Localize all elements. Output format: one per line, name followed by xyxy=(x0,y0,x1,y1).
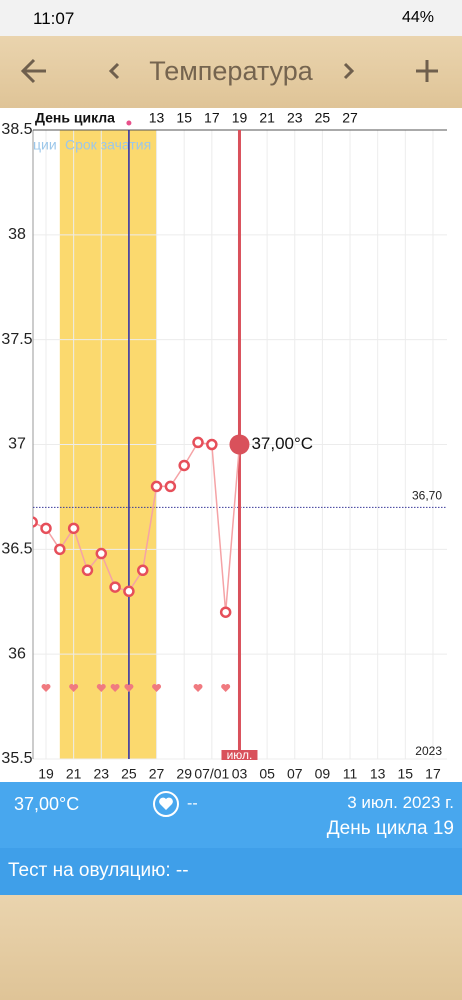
next-button[interactable] xyxy=(343,62,355,80)
x-tick-label: 11 xyxy=(343,766,358,782)
year-label: 2023 xyxy=(415,744,442,758)
test-panel[interactable]: Тест на овуляцию: -- xyxy=(0,848,462,895)
y-tick-label: 35.5 xyxy=(1,750,32,767)
x-tick-label: 25 xyxy=(121,766,137,782)
intercourse-heart xyxy=(110,684,120,692)
threshold-label: 36,70 xyxy=(412,489,442,503)
value-label: 37,00°C xyxy=(251,434,313,453)
y-tick-label: 37 xyxy=(8,436,26,453)
x-tick-label: 27 xyxy=(149,766,165,782)
point xyxy=(206,438,218,451)
title: Температура xyxy=(149,56,313,86)
y-tick-label: 37.5 xyxy=(1,331,32,348)
cycle-day-label: 15 xyxy=(176,110,192,126)
current-point xyxy=(229,434,250,455)
cycle-day-label: 17 xyxy=(204,110,220,126)
cycle-day-label: 13 xyxy=(149,110,165,126)
y-tick-label: 36.5 xyxy=(1,541,32,558)
cycle-day-label: 25 xyxy=(315,110,331,126)
x-tick-label: 23 xyxy=(93,766,109,782)
summary-panel: 37,00°C -- 3 июл. 2023 г. День цикла 19 xyxy=(0,782,462,848)
point xyxy=(33,516,38,528)
month-label: июл. xyxy=(227,748,253,762)
x-tick-label: 07/01 xyxy=(194,766,229,782)
intercourse-heart xyxy=(124,684,134,692)
x-tick-label: 15 xyxy=(398,766,414,782)
footer xyxy=(0,895,462,1000)
intercourse-heart xyxy=(41,684,51,692)
toolbar-icons xyxy=(20,58,438,84)
back-button[interactable] xyxy=(20,58,46,84)
legend-ovulation: ции xyxy=(33,137,57,153)
x-tick-label: 29 xyxy=(176,766,192,782)
toolbar: Температура xyxy=(0,36,462,108)
x-tick-label: 09 xyxy=(315,766,331,782)
cycle-day-label: 19 xyxy=(232,110,248,126)
top-axis-title: День цикла xyxy=(35,110,115,126)
x-tick-label: 17 xyxy=(425,766,441,782)
legend-fertile: Срок зачатия xyxy=(65,137,151,153)
time: 11:07 xyxy=(33,9,75,28)
y-tick-label: 38 xyxy=(8,226,26,243)
x-tick-label: 07 xyxy=(287,766,303,782)
cycle-day-label: 23 xyxy=(287,110,303,126)
ovulation-test: Тест на овуляцию: -- xyxy=(8,860,189,881)
intercourse-heart xyxy=(152,684,162,692)
x-tick-label: 03 xyxy=(232,766,248,782)
cycle-day: День цикла 19 xyxy=(326,818,454,839)
date: 3 июл. 2023 г. xyxy=(347,793,454,812)
point xyxy=(219,606,232,618)
cycle-day-label: 21 xyxy=(259,110,275,126)
intercourse-heart xyxy=(221,683,231,692)
point xyxy=(192,436,204,449)
y-tick-label: 38.5 xyxy=(1,121,32,138)
status-bar: 11:07 44% xyxy=(0,0,462,36)
point xyxy=(164,480,177,493)
x-tick-label: 05 xyxy=(259,766,275,782)
month-bg xyxy=(221,750,258,760)
intercourse-heart xyxy=(96,684,106,692)
heart-icon[interactable] xyxy=(151,789,181,819)
battery: 44% xyxy=(401,9,434,26)
point xyxy=(150,480,163,493)
point xyxy=(81,564,94,577)
x-tick-label: 19 xyxy=(38,766,54,782)
x-tick-label: 21 xyxy=(66,766,82,782)
y-tick-label: 36 xyxy=(8,645,26,662)
intercourse-value: -- xyxy=(187,795,198,812)
point xyxy=(54,543,66,556)
point xyxy=(40,522,52,535)
cycle-day-label: 27 xyxy=(342,110,358,126)
point xyxy=(109,581,121,593)
x-tick-label: 13 xyxy=(370,766,386,782)
ovulation-dot xyxy=(126,120,132,126)
point xyxy=(95,547,108,560)
intercourse-heart xyxy=(193,683,203,692)
point xyxy=(67,522,80,535)
point xyxy=(178,459,190,472)
temperature: 37,00°C xyxy=(14,794,80,814)
point xyxy=(123,585,135,598)
add-button[interactable] xyxy=(416,60,438,82)
prev-button[interactable] xyxy=(108,62,120,80)
point xyxy=(136,564,149,577)
intercourse-heart xyxy=(69,684,79,692)
temperature-line xyxy=(33,441,241,613)
